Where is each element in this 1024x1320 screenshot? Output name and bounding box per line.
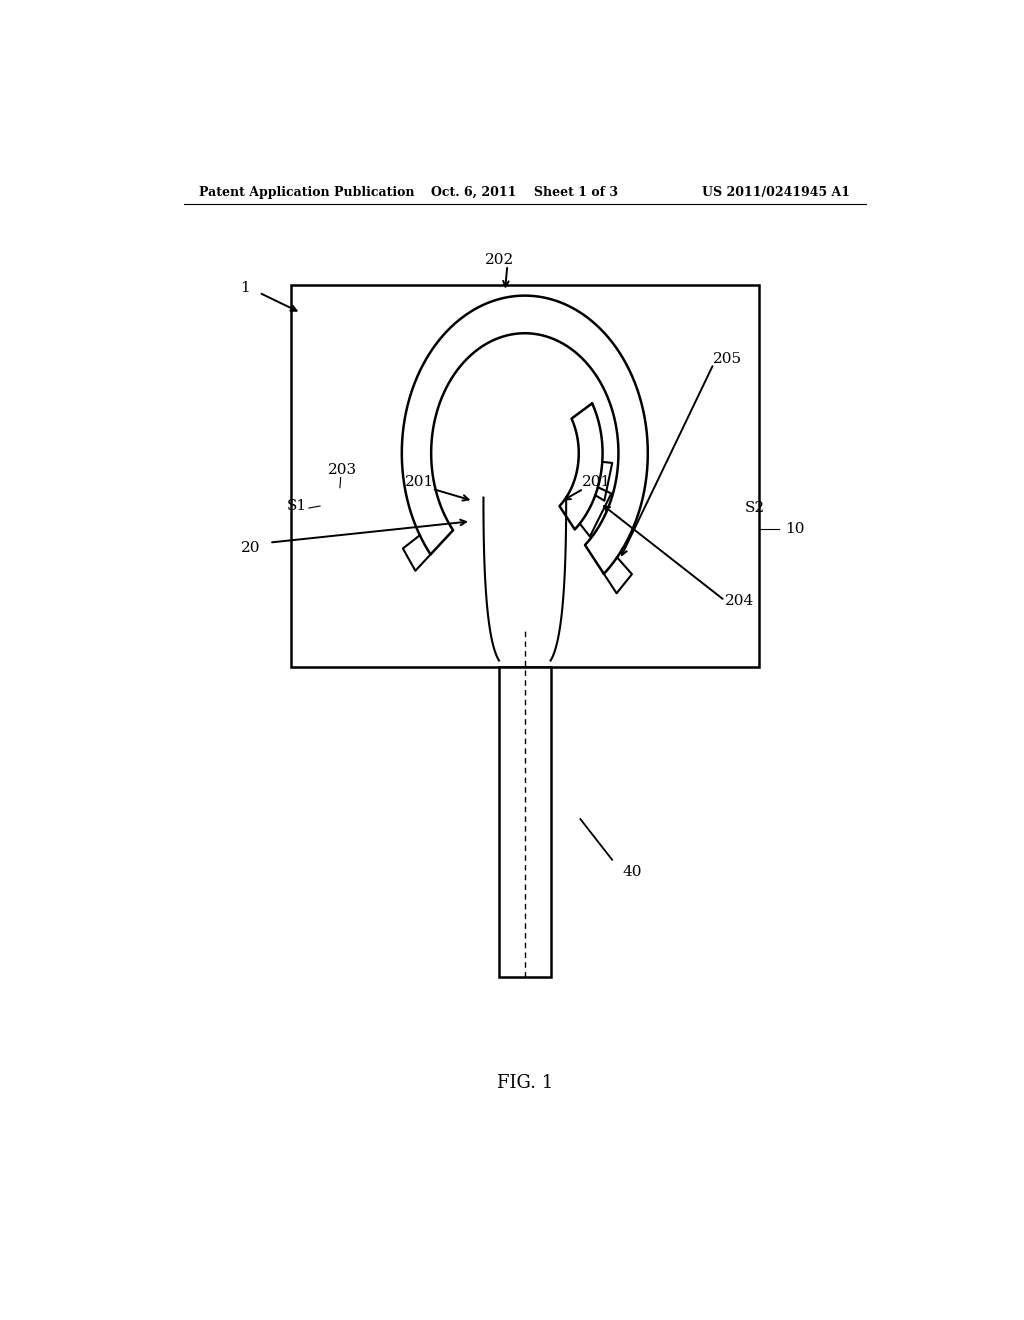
Text: 202: 202 [484,253,514,267]
Bar [499,667,551,977]
Text: 40: 40 [623,865,642,879]
Text: 203: 203 [328,463,357,478]
Text: 204: 204 [724,594,754,607]
Text: FIG. 1: FIG. 1 [497,1074,553,1093]
Text: 205: 205 [713,351,741,366]
Bar [291,285,759,667]
Text: S1: S1 [287,499,307,513]
Text: 201: 201 [582,475,611,488]
Text: S2: S2 [744,502,765,515]
Text: 20: 20 [242,541,261,554]
Text: US 2011/0241945 A1: US 2011/0241945 A1 [702,186,850,199]
Text: Oct. 6, 2011    Sheet 1 of 3: Oct. 6, 2011 Sheet 1 of 3 [431,186,618,199]
Text: Patent Application Publication: Patent Application Publication [200,186,415,199]
Text: 201: 201 [404,475,434,488]
Text: 10: 10 [784,523,805,536]
Text: 1: 1 [241,281,250,296]
